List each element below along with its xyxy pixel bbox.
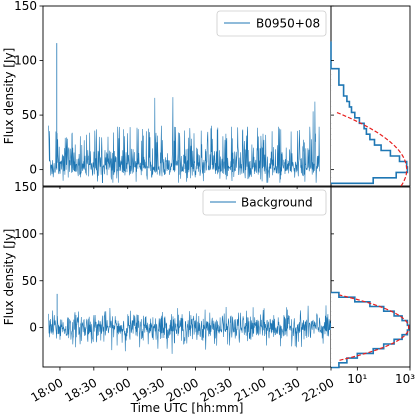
- hist-bin: [331, 172, 397, 178]
- x-axis-label: Time UTC [hh:mm]: [130, 401, 244, 415]
- top-y-label: Flux density [Jy]: [2, 48, 16, 145]
- hist-bin: [331, 301, 370, 307]
- y-tick-label: 50: [22, 274, 37, 288]
- bottom-y-label: Flux density [Jy]: [2, 229, 16, 326]
- hist-bin: [331, 161, 407, 167]
- x-tick-label: 19:00: [96, 375, 133, 404]
- top-legend-label: B0950+08: [256, 17, 320, 31]
- hist-bin: [331, 315, 403, 321]
- bottom-legend-label: Background: [241, 196, 313, 210]
- hist-bin: [331, 334, 403, 340]
- hist-bin: [331, 166, 408, 173]
- hist-bin: [331, 348, 374, 354]
- hist-bin: [331, 74, 339, 80]
- hist-bin: [331, 101, 350, 107]
- series-trace: [48, 97, 320, 183]
- bottom-hist-frame: [330, 186, 411, 368]
- y-tick-label: 100: [14, 227, 37, 241]
- y-tick-label: 50: [22, 108, 37, 122]
- hist-bin: [331, 362, 339, 368]
- top-histogram: [330, 41, 409, 187]
- hist-bin: [331, 297, 355, 302]
- x-ticks: 18:0018:3019:0019:3020:0020:3021:0021:30…: [28, 186, 337, 405]
- hist-bin: [331, 325, 409, 330]
- hist-x-ticks: 10¹ 10³: [347, 367, 415, 386]
- hist-x-tick-label: 10³: [395, 372, 415, 386]
- y-tick-label: 150: [14, 0, 37, 13]
- top-legend: B0950+08: [216, 10, 327, 37]
- hist-bin: [331, 320, 408, 326]
- hist-bin: [331, 117, 360, 124]
- hist-bin: [331, 79, 339, 86]
- hist-bin: [331, 134, 370, 140]
- top-y-ticks: 0 50 100 150: [14, 0, 334, 177]
- hist-bin: [331, 353, 358, 359]
- hist-bin: [331, 306, 384, 312]
- hist-bin: [331, 358, 347, 363]
- bottom-y-ticks: 0 50 100 150: [14, 180, 334, 335]
- hist-bin: [331, 123, 365, 129]
- gaussian-fit: [339, 294, 410, 361]
- hist-bin: [331, 329, 408, 335]
- hist-bin: [331, 339, 395, 345]
- hist-bin: [331, 90, 344, 96]
- bottom-histogram: [331, 291, 410, 369]
- hist-bin: [331, 150, 391, 156]
- series-trace: [48, 305, 332, 354]
- x-tick-label: 18:30: [62, 375, 99, 404]
- y-tick-label: 0: [29, 321, 37, 335]
- hist-bin: [331, 128, 367, 135]
- top-timeseries: [48, 43, 320, 183]
- hist-bin: [331, 96, 347, 102]
- x-tick-label: 18:00: [28, 375, 65, 404]
- hist-x-tick-label: 10¹: [347, 372, 367, 386]
- x-tick-label: 22:00: [300, 375, 337, 404]
- gaussian-fit: [334, 111, 408, 187]
- x-tick-label: 21:30: [266, 375, 303, 404]
- hist-bin: [331, 145, 382, 151]
- hist-bin: [331, 177, 374, 184]
- hist-bin: [331, 156, 400, 162]
- hist-bin: [331, 311, 395, 316]
- y-tick-label: 100: [14, 54, 37, 68]
- y-tick-label: 0: [29, 163, 37, 177]
- hist-bin: [331, 292, 339, 298]
- y-tick-label: 150: [14, 180, 37, 194]
- hist-bin: [331, 85, 344, 91]
- hist-bin: [331, 139, 375, 146]
- hist-bin: [331, 344, 384, 349]
- hist-bin: [331, 68, 339, 75]
- bottom-timeseries: [48, 293, 332, 354]
- hist-bin: [331, 106, 352, 113]
- bottom-legend: Background: [202, 189, 327, 216]
